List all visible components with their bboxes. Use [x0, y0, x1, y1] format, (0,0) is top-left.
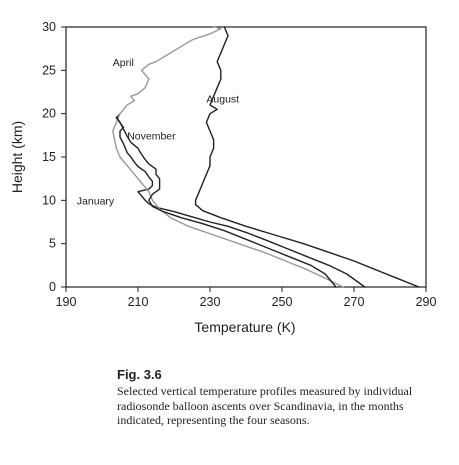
y-tick-label: 0 — [49, 280, 56, 294]
y-axis-title: Height (km) — [9, 121, 25, 193]
series-lines — [112, 26, 420, 288]
x-tick-label: 250 — [272, 295, 293, 309]
y-tick-label: 20 — [42, 107, 56, 121]
x-tick-label: 290 — [416, 295, 437, 309]
figure-caption: Fig. 3.6 Selected vertical temperature p… — [117, 367, 447, 428]
y-tick-label: 5 — [49, 237, 56, 251]
series-label-april: April — [113, 57, 134, 69]
y-tick-label: 15 — [42, 150, 56, 164]
caption-label: Fig. 3.6 — [117, 367, 162, 382]
series-labels: April August November January — [77, 57, 239, 208]
y-tick-label: 25 — [42, 63, 56, 77]
series-label-august: August — [206, 93, 239, 105]
caption-text: Selected vertical temperature profiles m… — [117, 384, 413, 427]
series-line-november — [115, 116, 337, 288]
x-tick-label: 190 — [56, 295, 77, 309]
temperature-profile-chart: 190 210 230 250 270 290 0 5 10 15 20 25 30 April Augu… — [9, 20, 436, 335]
y-tick-label: 30 — [42, 20, 56, 34]
series-line-january — [115, 112, 366, 288]
series-line-april — [112, 26, 344, 288]
x-tick-label: 230 — [200, 295, 221, 309]
x-tick-label: 210 — [128, 295, 149, 309]
x-axis-title: Temperature (K) — [194, 319, 295, 335]
x-tick-label: 270 — [344, 295, 365, 309]
series-label-november: November — [127, 131, 176, 143]
series-line-august — [194, 26, 420, 288]
axis-ticks: 190 210 230 250 270 290 0 5 10 15 20 25 30 — [42, 20, 436, 309]
y-tick-label: 10 — [42, 193, 56, 207]
series-label-january: January — [77, 196, 115, 208]
